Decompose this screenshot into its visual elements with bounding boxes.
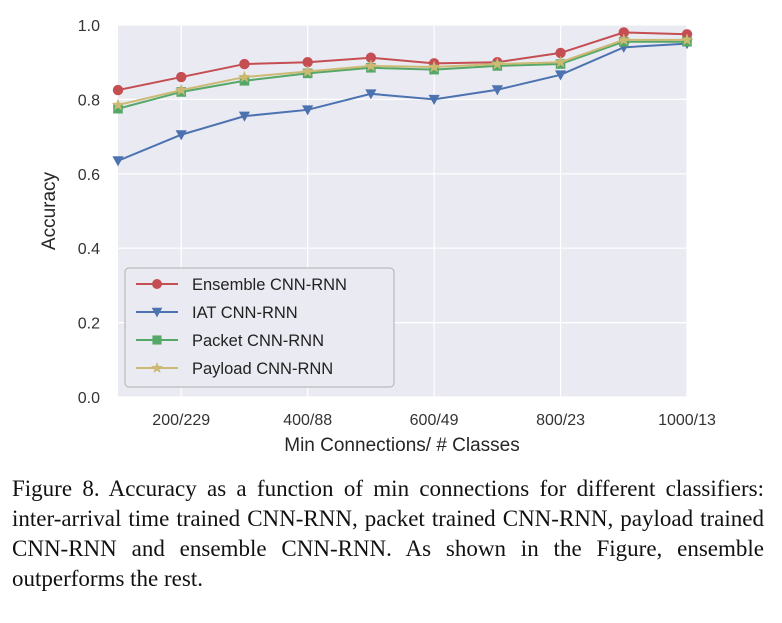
legend-label: IAT CNN-RNN (192, 304, 298, 322)
data-point (113, 103, 123, 114)
series-line (117, 38, 687, 106)
data-point (239, 76, 250, 86)
y-tick-label: 0.0 (78, 390, 100, 407)
y-tick-label: 1.0 (78, 18, 100, 35)
x-tick-label: 600/49 (410, 412, 459, 429)
data-point (365, 52, 377, 63)
x-tick-label: 1000/13 (658, 412, 716, 429)
data-point (112, 156, 124, 167)
data-point (491, 85, 503, 96)
y-tick-labels: 0.0 0.2 0.4 0.6 0.8 1.0 (78, 18, 100, 407)
grid-lines (118, 24, 688, 398)
data-point (112, 84, 124, 96)
data-point (111, 98, 125, 111)
data-point (554, 70, 567, 81)
data-point (555, 47, 566, 59)
legend-marker (151, 307, 163, 318)
legend-label: Packet CNN-RNN (192, 332, 324, 350)
legend-label: Ensemble CNN-RNN (192, 276, 347, 294)
data-point (427, 60, 441, 73)
legend-marker (152, 279, 162, 289)
data-point (618, 27, 629, 38)
x-tick-label: 200/229 (152, 412, 210, 429)
data-point (302, 57, 313, 68)
data-point (428, 94, 440, 105)
series-line (117, 40, 687, 110)
x-axis-label: Min Connections/ # Classes (284, 435, 520, 456)
data-point (554, 55, 567, 68)
data-point (175, 130, 187, 141)
x-tick-label: 800/23 (536, 412, 585, 429)
legend-label: Payload CNN-RNN (192, 360, 333, 378)
data-point (175, 83, 188, 96)
legend-marker (151, 361, 163, 373)
data-point (491, 57, 504, 70)
y-tick-label: 0.2 (78, 316, 100, 333)
y-tick-label: 0.6 (78, 167, 100, 184)
x-tick-labels: 200/229 400/88 600/49 800/23 1000/13 (152, 412, 716, 429)
legend-box (124, 267, 395, 388)
data-point (238, 111, 251, 122)
x-tick-label: 400/88 (283, 412, 332, 429)
data-point (238, 70, 251, 83)
data-series (111, 27, 694, 167)
figure-caption: Figure 8. Accuracy as a function of min … (12, 476, 764, 591)
data-point (176, 71, 187, 83)
data-point (365, 89, 377, 100)
y-tick-label: 0.8 (78, 92, 100, 109)
legend-marker (152, 335, 162, 345)
y-tick-label: 0.4 (78, 241, 100, 258)
legend: Ensemble CNN-RNN IAT CNN-RNN Packet CNN-RN… (124, 267, 395, 388)
data-point (239, 58, 250, 70)
y-axis-label: Accuracy (39, 171, 60, 250)
data-point (617, 33, 630, 46)
data-point (680, 33, 694, 46)
series-line (117, 42, 688, 162)
data-point (301, 65, 314, 77)
series-line (117, 31, 688, 92)
data-point (364, 59, 378, 72)
data-point (302, 105, 314, 116)
series-payload-cnn-rnn (111, 33, 694, 111)
accuracy-line-chart: 0.0 0.2 0.4 0.6 0.8 1.0 200/229 400/88 600/49 80… (39, 18, 716, 456)
